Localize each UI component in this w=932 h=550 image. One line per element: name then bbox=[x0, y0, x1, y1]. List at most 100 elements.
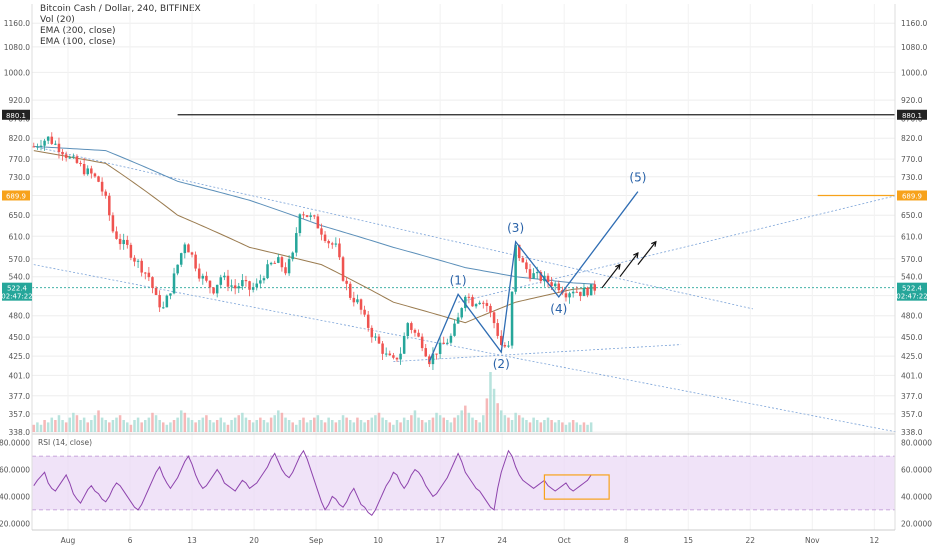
volume-bar bbox=[571, 420, 575, 432]
volume-bar bbox=[456, 415, 460, 432]
candle-body bbox=[564, 293, 568, 298]
candle-body bbox=[399, 353, 402, 360]
volume-bar bbox=[201, 417, 205, 432]
volume-bar bbox=[215, 420, 219, 432]
candle-body bbox=[510, 291, 514, 346]
volume-bar bbox=[431, 417, 435, 432]
volume-bar bbox=[413, 410, 417, 432]
price-tick-left: 610.0 bbox=[9, 232, 31, 241]
volume-bar bbox=[330, 420, 334, 432]
level-badge-right-text: 880.1 bbox=[902, 112, 922, 120]
candle-body bbox=[151, 277, 154, 288]
candle-body bbox=[90, 168, 93, 174]
candle-body bbox=[582, 287, 586, 297]
price-tick-right: 357.0 bbox=[901, 410, 923, 419]
candle-body bbox=[97, 176, 100, 182]
candle-body bbox=[309, 215, 312, 217]
price-tick-right: 1000.0 bbox=[901, 68, 927, 77]
wave-label: (5) bbox=[629, 171, 646, 185]
candles bbox=[32, 132, 597, 370]
candle-body bbox=[456, 317, 460, 324]
candle-body bbox=[478, 302, 481, 305]
volume-bar bbox=[133, 420, 136, 432]
price-tick-left: 730.0 bbox=[9, 173, 31, 182]
volume-bar bbox=[503, 415, 507, 432]
candle-body bbox=[284, 267, 287, 274]
volume-bar bbox=[417, 417, 420, 432]
volume-bar bbox=[320, 420, 323, 432]
volume-bar bbox=[111, 420, 115, 432]
volume-bar bbox=[64, 422, 68, 432]
projection-arrow bbox=[637, 241, 657, 266]
volume-bar bbox=[291, 422, 294, 432]
rsi-legend: RSI (14, close) bbox=[38, 438, 92, 447]
candle-body bbox=[374, 336, 377, 338]
candle-body bbox=[230, 285, 233, 287]
volume-bar bbox=[392, 424, 395, 432]
rsi-band bbox=[32, 456, 895, 510]
volume-bar bbox=[406, 420, 410, 432]
candle-body bbox=[172, 273, 176, 294]
candle-body bbox=[147, 272, 151, 278]
candle-body bbox=[208, 280, 212, 288]
candle-body bbox=[366, 314, 370, 328]
price-tick-left: 357.0 bbox=[9, 410, 31, 419]
time-tick-label: 13 bbox=[187, 536, 197, 545]
volume-bar bbox=[230, 420, 233, 432]
price-tick-right: 1080.0 bbox=[901, 43, 927, 52]
price-tick-right: 450.0 bbox=[901, 333, 923, 342]
volume-bar bbox=[496, 403, 499, 432]
candle-body bbox=[169, 293, 172, 296]
price-tick-left: 570.0 bbox=[9, 255, 31, 264]
volume-bar bbox=[582, 422, 586, 432]
candle-body bbox=[57, 143, 61, 152]
rsi-highlight-box bbox=[543, 474, 610, 500]
candle-body bbox=[277, 257, 280, 263]
volume-bar bbox=[352, 422, 356, 432]
volume-bar bbox=[579, 424, 582, 432]
volume-bar bbox=[280, 412, 284, 432]
candle-body bbox=[61, 151, 64, 155]
time-tick-label: 8 bbox=[624, 536, 629, 545]
time-tick-label: 17 bbox=[435, 536, 445, 545]
candle-body bbox=[571, 291, 575, 294]
price-tick-right: 401.0 bbox=[901, 371, 923, 380]
candle-body bbox=[388, 353, 392, 356]
price-tick-left: 480.0 bbox=[9, 312, 31, 321]
legend-vol: Vol (20) bbox=[40, 15, 75, 25]
candle-body bbox=[589, 284, 593, 296]
volume-bar bbox=[161, 422, 165, 432]
volume-bar bbox=[557, 420, 561, 432]
candle-body bbox=[363, 309, 366, 315]
time-tick-label: 15 bbox=[683, 536, 693, 545]
candle-body bbox=[449, 335, 453, 343]
volume-bar bbox=[140, 422, 143, 432]
volume-bar bbox=[586, 424, 589, 432]
candle-body bbox=[298, 214, 302, 234]
wave-label: (3) bbox=[507, 221, 524, 235]
candle-body bbox=[532, 273, 535, 279]
current-price-badge-right bbox=[897, 282, 927, 301]
volume-bar bbox=[489, 372, 492, 432]
candle-body bbox=[334, 243, 338, 245]
volume-bar bbox=[68, 417, 72, 432]
volume-bar bbox=[525, 420, 528, 432]
volume-bar bbox=[449, 422, 453, 432]
time-tick-label: Sep bbox=[309, 536, 323, 545]
candle-body bbox=[201, 275, 205, 279]
volume-bar bbox=[39, 424, 43, 432]
volume-bar bbox=[82, 417, 86, 432]
candle-body bbox=[489, 305, 492, 313]
volume-bar bbox=[194, 422, 197, 432]
volume-bar bbox=[147, 417, 151, 432]
volume-bar bbox=[420, 420, 424, 432]
candle-body bbox=[39, 145, 43, 147]
volume-bar bbox=[388, 422, 392, 432]
candle-body bbox=[82, 163, 86, 175]
candle-body bbox=[482, 302, 485, 304]
candle-body bbox=[323, 234, 327, 242]
volume-bar bbox=[546, 417, 550, 432]
candle-body bbox=[251, 287, 255, 290]
volume-bar bbox=[338, 420, 341, 432]
